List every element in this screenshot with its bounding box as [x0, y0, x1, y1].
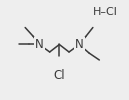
- Text: N: N: [35, 38, 44, 51]
- Text: N: N: [75, 38, 84, 51]
- Text: H–Cl: H–Cl: [93, 7, 118, 17]
- Text: Cl: Cl: [54, 69, 65, 82]
